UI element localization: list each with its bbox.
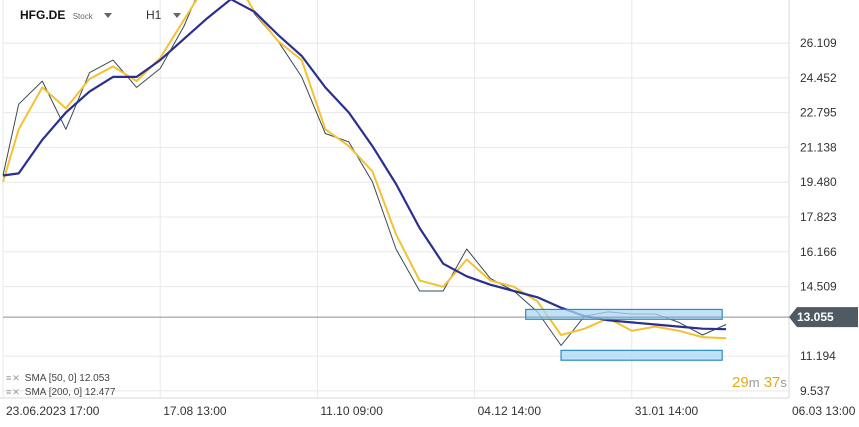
y-tick-label: 11.194 [800,349,836,363]
symbol-label: HFG.DE [20,8,66,22]
y-tick-label: 9.537 [800,384,830,398]
x-tick-label: 31.01 14:00 [635,404,699,418]
asset-type-label: Stock [72,12,93,21]
timeframe-selector[interactable]: H1 [146,8,181,22]
y-tick-label: 26.109 [800,36,837,50]
candle-countdown: 29m 37s [732,374,787,391]
y-tick-label: 22.795 [800,106,837,120]
legend-sma200[interactable]: ≡✕ SMA [200, 0] 12.477 [6,387,115,398]
countdown-minutes-unit: m [748,375,760,390]
x-tick-label: 06.03 13:00 [792,404,856,418]
y-tick-label: 14.509 [800,280,837,294]
y-tick-label: 17.823 [800,210,837,224]
series-layer [2,0,727,346]
y-tick-label: 24.452 [800,71,837,85]
x-tick-label: 04.12 14:00 [478,404,542,418]
legend-sma200-label: SMA [200, 0] 12.477 [24,387,116,398]
axes: 26.109 24.452 22.795 21.138 19.480 17.823 16.1… [0,0,858,418]
list-icon[interactable]: ≡✕ [6,373,21,383]
countdown-seconds-unit: s [780,375,787,390]
x-tick-label: 17.08 13:00 [163,404,227,418]
y-tick-label: 21.138 [800,140,837,154]
gridlines [2,0,790,398]
chevron-down-icon[interactable] [104,13,113,19]
y-tick-label: 19.480 [800,175,837,189]
support-zone-box[interactable] [560,349,723,361]
countdown-seconds: 37 [763,374,781,391]
resistance-zone-box[interactable] [525,308,723,320]
price-line [2,0,727,346]
legend-sma50[interactable]: ≡✕ SMA [50, 0] 12.053 [6,373,110,384]
last-price-label: 13.055 [797,310,834,324]
chevron-down-icon[interactable] [172,13,181,19]
sma200-line [2,0,727,331]
list-icon[interactable]: ≡✕ [6,387,21,397]
legend-sma50-label: SMA [50, 0] 12.053 [24,373,110,384]
countdown-minutes: 29 [732,374,749,391]
y-tick-label: 16.166 [800,245,837,259]
last-price-badge [789,307,858,328]
zone-boxes[interactable] [525,308,723,361]
symbol-selector[interactable]: HFG.DE Stock [20,8,113,22]
x-tick-label: 11.10 09:00 [320,404,383,418]
timeframe-label: H1 [146,8,162,22]
x-tick-label: 23.06.2023 17:00 [6,404,100,418]
